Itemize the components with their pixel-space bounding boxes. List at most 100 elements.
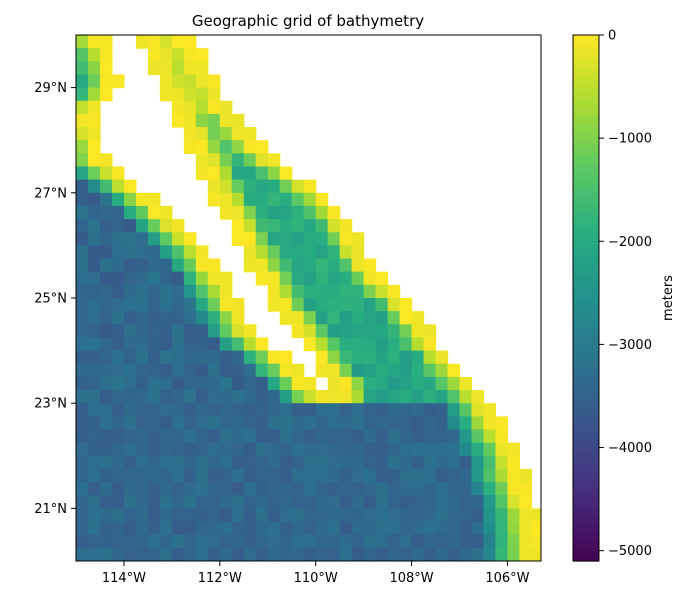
- heatmap-cell: [76, 495, 89, 509]
- heatmap-cell: [315, 219, 329, 233]
- colorbar-segment: [573, 460, 599, 466]
- heatmap-cell: [99, 468, 113, 483]
- colorbar-segment: [573, 166, 599, 172]
- heatmap-cell: [243, 521, 257, 536]
- heatmap-cell: [387, 482, 401, 496]
- heatmap-cell: [123, 521, 137, 536]
- heatmap-cell: [279, 547, 293, 561]
- heatmap-cell: [76, 482, 89, 496]
- heatmap-cell: [267, 416, 281, 431]
- heatmap-cell: [327, 482, 341, 496]
- heatmap-cell: [87, 48, 101, 62]
- heatmap-cell: [243, 258, 257, 273]
- colorbar-segment: [573, 490, 599, 496]
- heatmap-cell: [267, 350, 281, 365]
- heatmap-cell: [327, 376, 341, 391]
- heatmap-cell: [99, 245, 113, 260]
- heatmap-cell: [195, 324, 209, 339]
- colorbar-segment: [573, 464, 599, 470]
- heatmap-cell: [231, 337, 245, 352]
- heatmap-cell: [303, 232, 317, 246]
- heatmap-cell: [255, 442, 269, 457]
- heatmap-cell: [243, 429, 257, 444]
- heatmap-cell: [76, 61, 89, 76]
- heatmap-cell: [231, 153, 245, 168]
- heatmap-cell: [267, 271, 281, 286]
- colorbar-segment: [573, 214, 599, 220]
- colorbar-segment: [573, 442, 599, 448]
- heatmap-cell: [147, 495, 161, 509]
- heatmap-cell: [411, 403, 425, 417]
- heatmap-cell: [195, 127, 209, 141]
- heatmap-cell: [183, 324, 197, 339]
- heatmap-cell: [219, 192, 233, 207]
- heatmap-cell: [147, 521, 161, 536]
- heatmap-cell: [339, 232, 353, 246]
- colorbar-segment: [573, 153, 599, 159]
- heatmap-cell: [171, 350, 185, 365]
- heatmap-cell: [207, 468, 221, 483]
- heatmap-cell: [495, 534, 509, 549]
- heatmap-cell: [351, 416, 365, 431]
- colorbar-segment: [573, 451, 599, 457]
- heatmap-cell: [459, 403, 473, 417]
- heatmap-cell: [363, 390, 377, 404]
- heatmap-cell: [183, 284, 197, 299]
- heatmap-cell: [291, 324, 305, 339]
- heatmap-cell: [231, 455, 245, 470]
- colorbar-segment: [573, 346, 599, 352]
- colorbar-tick-label: −2000: [608, 235, 652, 250]
- heatmap-cell: [99, 271, 113, 286]
- heatmap-cell: [459, 442, 473, 457]
- heatmap-cell: [147, 205, 161, 220]
- heatmap-cell: [279, 482, 293, 496]
- heatmap-cell: [76, 113, 89, 128]
- heatmap-cell: [172, 561, 185, 575]
- heatmap-cell: [99, 403, 113, 417]
- heatmap-cell: [147, 468, 161, 483]
- heatmap-cell: [256, 561, 269, 575]
- heatmap-cell: [195, 337, 209, 352]
- colorbar-segment: [573, 504, 599, 509]
- heatmap-cell: [471, 468, 485, 483]
- heatmap-cell: [255, 232, 269, 246]
- heatmap-cell: [219, 429, 233, 444]
- y-axis: 29°N 27°N 25°N 23°N 21°N: [34, 81, 76, 517]
- heatmap-cell: [171, 363, 185, 378]
- heatmap-cell: [363, 258, 377, 273]
- heatmap-cell: [279, 284, 293, 299]
- heatmap-cell: [219, 521, 233, 536]
- colorbar-segment: [573, 127, 599, 133]
- heatmap-cell: [495, 495, 509, 509]
- heatmap-cell: [76, 390, 89, 404]
- heatmap-cell: [315, 508, 329, 523]
- heatmap-cell: [183, 455, 197, 470]
- colorbar-segment: [573, 508, 599, 514]
- colorbar-segment: [573, 109, 599, 115]
- heatmap-cell: [255, 166, 269, 181]
- heatmap-cell: [231, 376, 245, 391]
- heatmap-cell: [231, 298, 245, 312]
- heatmap-cell: [339, 547, 353, 561]
- heatmap-cell: [471, 561, 484, 575]
- heatmap-cell: [435, 495, 449, 509]
- heatmap-cell: [99, 337, 113, 352]
- heatmap-cell: [279, 258, 293, 273]
- heatmap-cell: [471, 547, 485, 561]
- heatmap-cell: [387, 416, 401, 431]
- heatmap-cell: [219, 284, 233, 299]
- heatmap-cell: [111, 482, 125, 496]
- heatmap-cell: [268, 561, 281, 575]
- heatmap-cell: [111, 363, 125, 378]
- heatmap-cell: [183, 61, 197, 76]
- heatmap-cell: [87, 455, 101, 470]
- heatmap-cell: [111, 324, 125, 339]
- heatmap-cell: [231, 547, 245, 561]
- colorbar-segment: [573, 530, 599, 536]
- heatmap-cell: [171, 258, 185, 273]
- colorbar-segment: [573, 131, 599, 137]
- heatmap-cell: [387, 390, 401, 404]
- heatmap-cell: [387, 495, 401, 509]
- heatmap-cell: [375, 271, 389, 286]
- heatmap-cell: [243, 153, 257, 168]
